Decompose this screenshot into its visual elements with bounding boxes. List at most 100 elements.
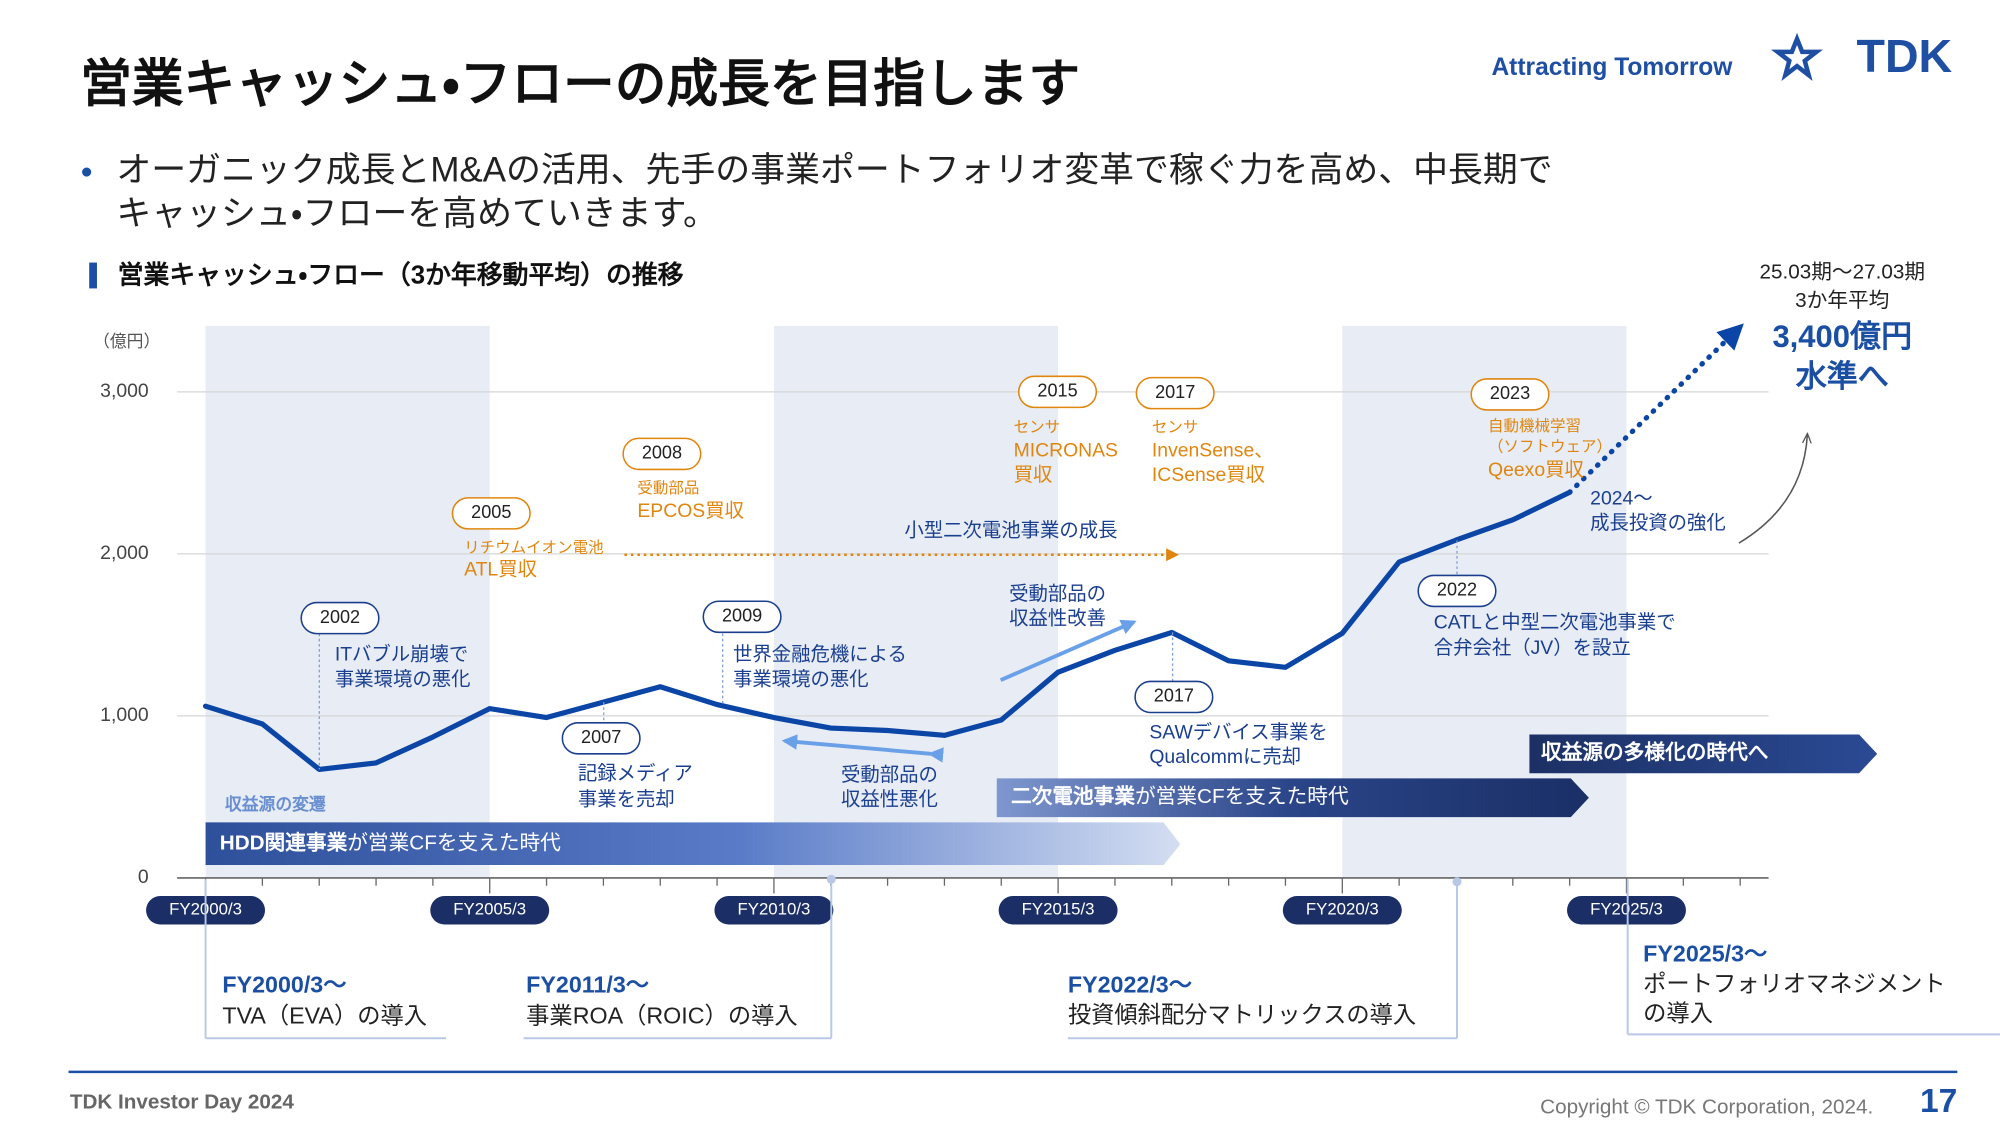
event-year: 2023 bbox=[1490, 383, 1530, 403]
event-badge bbox=[1134, 680, 1214, 714]
era-bold: 収益源の多様化の時代へ bbox=[1541, 740, 1769, 764]
slide-title: 営業キャッシュ・フローの成長を目指します bbox=[80, 55, 1080, 113]
event-text: センサ bbox=[1152, 419, 1199, 436]
event-year: 2005 bbox=[471, 502, 511, 522]
target-text: 25.03期〜27.03期 bbox=[1760, 260, 1925, 283]
y-unit: （億円） bbox=[93, 332, 160, 351]
measure-bracket bbox=[523, 879, 833, 1040]
era-text: HDD関連事業が営業CFを支えた時代 bbox=[220, 831, 561, 855]
event-text: 事業を売却 bbox=[578, 789, 675, 811]
measure-text: ポートフォリオマネジメント bbox=[1643, 970, 1945, 996]
annotation: 受動部品の bbox=[841, 764, 938, 786]
era-text: 収益源の多様化の時代へ bbox=[1541, 740, 1769, 764]
logo-mark bbox=[1771, 32, 1824, 82]
x-tick-pill bbox=[1567, 896, 1686, 925]
era-text: 二次電池事業が営業CFを支えた時代 bbox=[1011, 784, 1349, 808]
event-badge bbox=[1017, 375, 1098, 409]
event-text: ATL買収 bbox=[464, 558, 537, 580]
target-arrow bbox=[1738, 435, 1808, 544]
event-text: 事業環境の悪化 bbox=[335, 668, 471, 690]
chart-title-bar bbox=[89, 262, 97, 289]
x-tick-label: FY2005/3 bbox=[453, 900, 526, 919]
measure-text: の導入 bbox=[1643, 1000, 1713, 1026]
measure-period: FY2011/3〜 bbox=[526, 972, 649, 998]
event-year: 2002 bbox=[320, 607, 360, 627]
x-tick-pill bbox=[1282, 896, 1402, 925]
event-year: 2017 bbox=[1154, 686, 1194, 706]
event-badge bbox=[561, 722, 641, 755]
footer-event: TDK Investor Day 2024 bbox=[70, 1090, 295, 1113]
target-text: 3か年平均 bbox=[1795, 289, 1889, 312]
era-bold: HDD関連事業 bbox=[220, 831, 348, 855]
measure-dot bbox=[1452, 877, 1462, 887]
event-text: センサ bbox=[1014, 419, 1061, 436]
cf-line bbox=[1567, 323, 1744, 495]
y-tick-label: 3,000 bbox=[100, 380, 149, 402]
measure-period: FY2025/3〜 bbox=[1643, 941, 1767, 967]
event-text: リチウムイオン電池 bbox=[464, 538, 604, 556]
chart-title: 営業キャッシュ・フロー（3か年移動平均）の推移 bbox=[118, 260, 684, 290]
measure-dot bbox=[826, 874, 836, 884]
event-year: 2008 bbox=[642, 443, 682, 463]
tagline: Attracting Tomorrow bbox=[1491, 54, 1733, 81]
event-year: 2022 bbox=[1437, 580, 1477, 600]
measure-text: 事業ROA（ROIC）の導入 bbox=[526, 1003, 797, 1029]
annotation: 収益性改善 bbox=[1009, 608, 1106, 630]
event-text: ITバブル崩壊で bbox=[335, 643, 468, 666]
annotation: 小型二次電池事業の成長 bbox=[904, 520, 1117, 542]
measure-text: 投資傾斜配分マトリックスの導入 bbox=[1068, 1001, 1416, 1027]
x-tick-label: FY2015/3 bbox=[1022, 900, 1095, 919]
event-year: 2007 bbox=[581, 727, 621, 747]
measure-bracket bbox=[1067, 881, 1458, 1040]
x-tick-label: FY2010/3 bbox=[737, 900, 810, 919]
event-badge bbox=[451, 497, 531, 530]
era-banner bbox=[1529, 734, 1878, 774]
measure-text: TVA（EVA）の導入 bbox=[222, 1003, 427, 1029]
era-bold: 二次電池事業 bbox=[1011, 784, 1135, 808]
bullet-text: オーガニック成長とM&Aの活用、先手の事業ポートフォリオ変革で稼ぐ力を高め、中長… bbox=[116, 150, 1552, 189]
logo-text: TDK bbox=[1857, 30, 1953, 82]
event-text: InvenSense、 bbox=[1152, 439, 1274, 461]
era-banner bbox=[996, 778, 1589, 818]
improve-arrow bbox=[999, 619, 1137, 682]
event-badge bbox=[1417, 574, 1497, 608]
event-text: SAWデバイス事業を bbox=[1149, 721, 1327, 743]
event-badge bbox=[1470, 378, 1550, 411]
event-text: Qeexo買収 bbox=[1488, 459, 1584, 481]
measure-period: FY2000/3〜 bbox=[222, 972, 346, 998]
event-text: 買収 bbox=[1014, 464, 1053, 486]
measure-bracket bbox=[1626, 879, 2000, 1036]
cf-line bbox=[202, 489, 1573, 772]
measure-bracket bbox=[204, 879, 447, 1040]
worsen-arrow bbox=[781, 734, 944, 763]
event-badge bbox=[622, 437, 702, 471]
bullet-text: キャッシュ・フローを高めていきます。 bbox=[116, 194, 718, 233]
event-badge bbox=[702, 600, 782, 634]
annotation: 収益性悪化 bbox=[841, 789, 938, 811]
event-text: CATLと中型二次電池事業で bbox=[1434, 611, 1676, 633]
x-tick-label: FY2020/3 bbox=[1306, 900, 1379, 919]
y-tick-label: 2,000 bbox=[100, 542, 149, 564]
bullet-dot bbox=[82, 167, 92, 177]
y-tick-label: 0 bbox=[138, 866, 149, 888]
event-text: MICRONAS bbox=[1014, 439, 1118, 461]
x-tick-pill bbox=[714, 896, 834, 925]
x-tick-label: FY2025/3 bbox=[1590, 900, 1663, 919]
event-year: 2017 bbox=[1155, 382, 1195, 402]
event-text: 事業環境の悪化 bbox=[733, 668, 869, 690]
event-text: 記録メディア bbox=[578, 763, 693, 785]
event-text: Qualcommに売却 bbox=[1149, 746, 1301, 768]
event-text: ICSense買収 bbox=[1152, 464, 1265, 486]
annotation: 2024〜 bbox=[1590, 487, 1652, 509]
event-badge bbox=[1135, 376, 1215, 410]
target-text: 3,400億円 bbox=[1772, 319, 1912, 354]
era-rest: が営業CFを支えた時代 bbox=[1135, 785, 1349, 808]
event-text: 受動部品 bbox=[637, 479, 699, 497]
annotation: 成長投資の強化 bbox=[1590, 512, 1726, 534]
y-tick-label: 1,000 bbox=[100, 704, 149, 726]
event-text: （ソフトウェア） bbox=[1488, 438, 1612, 456]
annotation: 受動部品の bbox=[1009, 583, 1106, 605]
measure-period: FY2022/3〜 bbox=[1068, 972, 1192, 998]
